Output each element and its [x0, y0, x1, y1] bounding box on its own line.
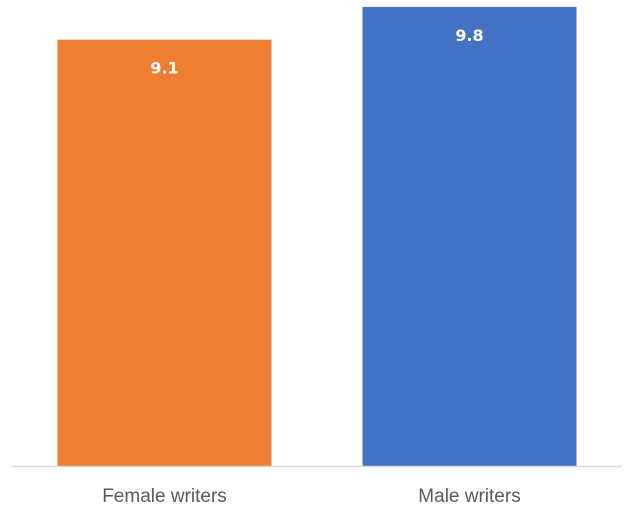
bars-group [57, 6, 577, 467]
category-label-male-writers: Male writers [418, 486, 520, 507]
category-labels-group: Female writers Male writers [102, 486, 520, 507]
data-labels-group: 9.1 9.8 [150, 26, 483, 78]
bar-female-writers [57, 39, 272, 466]
data-label-male-writers: 9.8 [455, 26, 483, 45]
category-label-female-writers: Female writers [102, 486, 227, 507]
data-label-female-writers: 9.1 [150, 59, 178, 78]
bar-male-writers [362, 6, 577, 467]
